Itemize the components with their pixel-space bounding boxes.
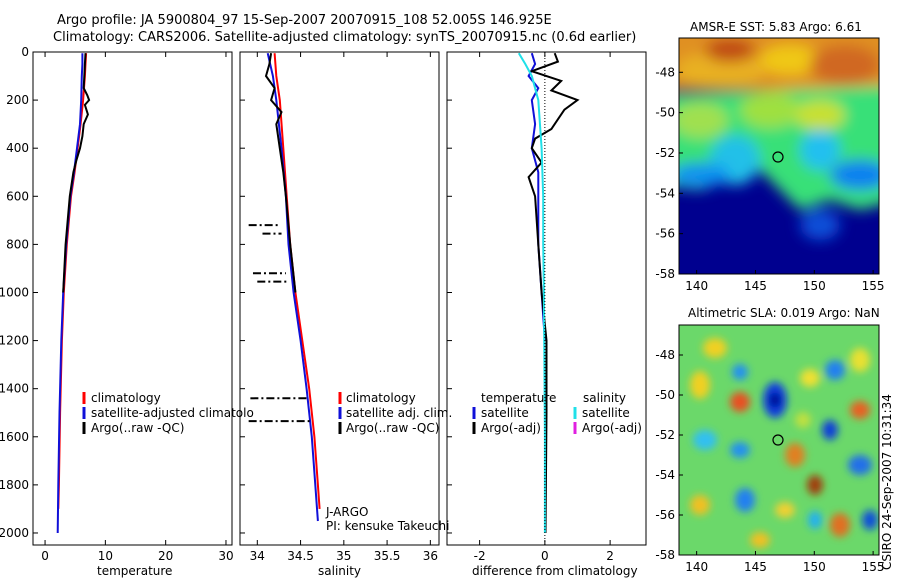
legend-heading-salinity: salinity bbox=[583, 391, 626, 405]
sst-map-frame bbox=[678, 37, 880, 275]
temperature-plot: 0 10 20 30 0 200 400 600 800 1000 1200 1400 1600 1800… bbox=[0, 45, 234, 563]
x-tick-label: 35.5 bbox=[374, 549, 401, 563]
x-tick-label: 36 bbox=[423, 549, 438, 563]
legend-label-temp-argo: Argo(-adj) bbox=[481, 421, 541, 435]
salinity-plot: 34 34.5 35 35.5 36 bbox=[240, 51, 438, 563]
salinity-legend: climatology satellite adj. clim. Argo(..… bbox=[338, 391, 452, 435]
x-tick-label: 0 bbox=[41, 549, 49, 563]
figure-title-line2: Climatology: CARS2006. Satellite-adjuste… bbox=[53, 30, 636, 45]
map-y-tick-label: -50 bbox=[655, 388, 675, 402]
y-tick-label: 1200 bbox=[0, 334, 29, 348]
sla-map-title: Altimetric SLA: 0.019 Argo: NaN bbox=[688, 306, 880, 320]
sla-map-frame bbox=[678, 324, 880, 556]
map-y-tick-label: -58 bbox=[655, 267, 675, 281]
x-tick-label: -2 bbox=[474, 549, 486, 563]
y-tick-label: 1400 bbox=[0, 382, 29, 396]
map-x-tick-label: 140 bbox=[685, 560, 708, 574]
legend-label-satellite: satellite adj. clim. bbox=[346, 406, 452, 420]
x-tick-label: 34.5 bbox=[287, 549, 314, 563]
map-x-tick-label: 145 bbox=[744, 560, 767, 574]
sla-argo-location-marker bbox=[772, 434, 784, 446]
map-y-tick-label: -56 bbox=[655, 227, 675, 241]
legend-label-argo: Argo(..raw -QC) bbox=[91, 421, 184, 435]
y-tick-label: 0 bbox=[21, 45, 29, 59]
legend-label-argo: Argo(..raw -QC) bbox=[346, 421, 439, 435]
sst-map-title: AMSR-E SST: 5.83 Argo: 6.61 bbox=[690, 20, 862, 34]
y-tick-label: 1600 bbox=[0, 430, 29, 444]
sla-map-axes: 140 145 150 155 -48 -50 -52 -54 -56 -58 bbox=[655, 348, 884, 574]
y-tick-label: 1000 bbox=[0, 285, 29, 299]
sla-heatmap bbox=[679, 325, 879, 555]
timestamp-label: CSIRO 24-Sep-2007 10:31:34 bbox=[880, 394, 894, 570]
map-x-tick-label: 155 bbox=[862, 279, 885, 293]
legend-label-sal-argo: Argo(-adj) bbox=[582, 421, 642, 435]
salinity-axis-label: salinity bbox=[318, 564, 361, 578]
map-y-tick-label: -56 bbox=[655, 508, 675, 522]
legend-label-sal-satellite: satellite bbox=[582, 406, 630, 420]
legend-heading-temperature: temperature bbox=[481, 391, 556, 405]
y-tick-label: 1800 bbox=[0, 478, 29, 492]
map-x-tick-label: 155 bbox=[862, 560, 885, 574]
y-tick-label: 600 bbox=[6, 189, 29, 203]
legend-label-climatology: climatology bbox=[91, 391, 161, 405]
series-line-salinity-satellite bbox=[517, 52, 546, 533]
legend-label-climatology: climatology bbox=[346, 391, 416, 405]
pi-annotation: PI: kensuke Takeuchi bbox=[326, 519, 449, 533]
x-tick-label: 34 bbox=[250, 549, 265, 563]
temperature-plot-frame bbox=[32, 51, 233, 546]
x-tick-label: 35 bbox=[336, 549, 351, 563]
program-annotation: J-ARGO bbox=[325, 505, 368, 519]
map-y-tick-label: -50 bbox=[655, 106, 675, 120]
x-tick-label: 30 bbox=[218, 549, 233, 563]
series-line-satellite-adjusted-climatolo bbox=[56, 53, 84, 534]
y-tick-label: 800 bbox=[6, 237, 29, 251]
map-x-tick-label: 140 bbox=[685, 279, 708, 293]
map-y-tick-label: -48 bbox=[655, 348, 675, 362]
x-tick-label: 20 bbox=[158, 549, 173, 563]
sst-heatmap bbox=[679, 38, 879, 274]
map-y-tick-label: -52 bbox=[655, 146, 675, 160]
series-line-argo-raw-qc- bbox=[264, 53, 297, 293]
difference-plot: -2 0 2 bbox=[447, 51, 614, 563]
x-tick-label: 10 bbox=[98, 549, 113, 563]
salinity-plot-frame bbox=[239, 51, 440, 546]
temperature-axis-label: temperature bbox=[97, 564, 172, 578]
series-line-argo-raw-qc- bbox=[62, 53, 91, 293]
series-line-climatology bbox=[57, 53, 88, 509]
legend-label-temp-satellite: satellite bbox=[481, 406, 529, 420]
x-tick-label: 0 bbox=[541, 549, 549, 563]
series-line-temperature-argo-adj- bbox=[527, 52, 580, 534]
y-tick-label: 400 bbox=[6, 141, 29, 155]
map-y-tick-label: -52 bbox=[655, 428, 675, 442]
temperature-legend: climatology satellite-adjusted climatolo… bbox=[82, 391, 254, 435]
series-line-satellite-adj-clim- bbox=[266, 52, 319, 522]
map-y-tick-label: -54 bbox=[655, 186, 675, 200]
map-x-tick-label: 150 bbox=[803, 279, 826, 293]
map-x-tick-label: 150 bbox=[803, 560, 826, 574]
legend-label-satellite: satellite-adjusted climatolo bbox=[91, 406, 254, 420]
x-tick-label: 2 bbox=[606, 549, 614, 563]
figure-title-line1: Argo profile: JA 5900804_97 15-Sep-2007 … bbox=[57, 13, 552, 28]
map-x-tick-label: 145 bbox=[744, 279, 767, 293]
difference-axis-label: difference from climatology bbox=[472, 564, 638, 578]
map-y-tick-label: -58 bbox=[655, 548, 675, 562]
sst-map-axes: 140 145 150 155 -48 -50 -52 -54 -56 -58 bbox=[655, 65, 884, 293]
difference-plot-frame bbox=[446, 51, 647, 546]
y-tick-label: 200 bbox=[6, 93, 29, 107]
y-tick-label: 2000 bbox=[0, 526, 29, 540]
sst-argo-location-marker bbox=[772, 151, 784, 163]
map-y-tick-label: -54 bbox=[655, 468, 675, 482]
difference-legend: temperature satellite Argo(-adj) salinit… bbox=[472, 391, 642, 435]
map-y-tick-label: -48 bbox=[655, 65, 675, 79]
